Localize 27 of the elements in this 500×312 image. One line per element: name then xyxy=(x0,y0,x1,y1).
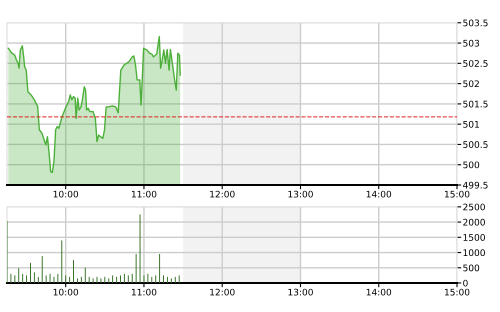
x-tick-label: 13:00 xyxy=(288,190,313,198)
y-tick-label: 2000 xyxy=(463,218,485,226)
x-tick-label: 11:00 xyxy=(132,288,156,296)
y-tick-label: 500 xyxy=(463,264,480,272)
y-tick-label: 2500 xyxy=(463,204,485,210)
y-tick-label: 503.5 xyxy=(463,20,488,26)
y-tick-label: 502.5 xyxy=(463,60,488,67)
x-tick-label: 11:00 xyxy=(132,190,156,198)
y-tick-label: 1500 xyxy=(464,234,485,241)
y-tick-label: 500 xyxy=(463,161,480,168)
x-tick-label: 12:00 xyxy=(210,288,235,296)
x-tick-label: 14:00 xyxy=(366,190,392,198)
y-tick-label: 503 xyxy=(463,40,480,47)
x-tick-label: 15:00 xyxy=(444,288,470,296)
x-tick-label: 10:00 xyxy=(54,288,78,296)
x-tick-label: 15:00 xyxy=(444,190,470,198)
x-tick-label: 13:00 xyxy=(288,288,313,296)
y-tick-label: 499.5 xyxy=(462,182,488,189)
y-tick-label: 500.5 xyxy=(463,141,488,148)
y-tick-label: 1000 xyxy=(464,249,485,256)
x-tick-label: 12:00 xyxy=(210,190,235,198)
y-tick-label: 0 xyxy=(463,280,468,287)
x-tick-label: 14:00 xyxy=(366,288,392,296)
x-tick-label: 10:00 xyxy=(54,190,78,198)
y-tick-label: 502 xyxy=(463,80,479,88)
y-tick-label: 501.5 xyxy=(463,100,488,108)
y-tick-label: 501 xyxy=(463,120,479,128)
